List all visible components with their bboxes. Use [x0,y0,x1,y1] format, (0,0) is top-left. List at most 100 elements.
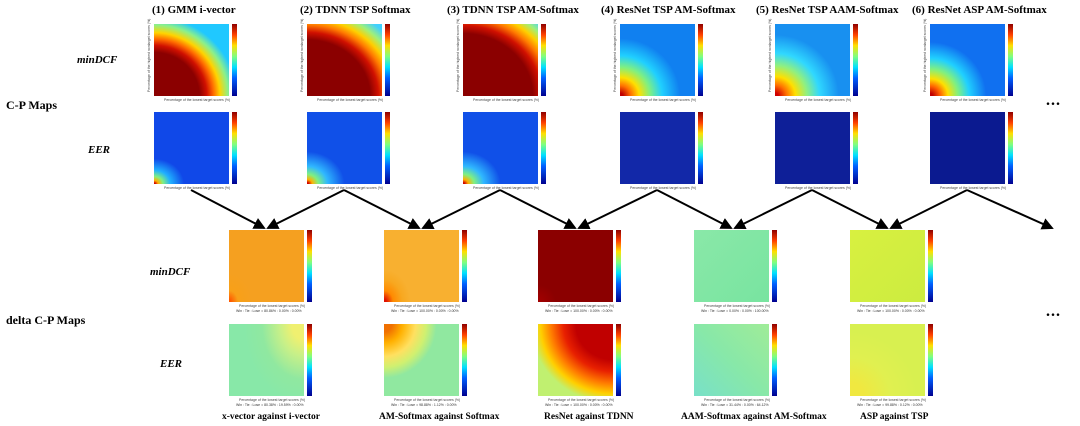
delta-caption: Win : Tie : Lose = 99.88% : 0.12% : 0.00… [857,403,923,407]
x-axis-label: Percentage of the lowest target scores (… [164,98,231,102]
delta-map-aamsoftmax-amsoftmax-eer [694,324,769,396]
x-axis-label: Percentage of the lowest target scores (… [473,186,540,190]
x-axis-label: Percentage of the lowest target scores (… [704,398,771,402]
cp-map-resnet-amsoftmax-mindcf [620,24,695,96]
arrow [733,189,813,229]
delta-caption: Win : Tie : Lose = 100.00% : 0.00% : 0.0… [391,309,459,313]
colorbar [772,230,777,302]
cp-map-tdnn-softmax-mindcf [307,24,382,96]
x-axis-label: Percentage of the lowest target scores (… [548,398,615,402]
arrow [889,189,968,229]
delta-map-amsoftmax-softmax-mindcf [384,230,459,302]
row-label-bottom-mindcf: minDCF [150,266,191,278]
x-axis-label: Percentage of the lowest target scores (… [940,98,1007,102]
cp-map-gmm-mindcf [154,24,229,96]
cp-map-resnet-asp-mindcf [930,24,1005,96]
colorbar [307,324,312,396]
delta-caption: Win : Tie : Lose = 98.88% : 1.12% : 0.00… [391,403,457,407]
arrow [190,189,266,229]
column-title-3: (3) TDNN TSP AM-Softmax [447,4,579,16]
x-axis-label: Percentage of the lowest target scores (… [394,304,461,308]
x-axis-label: Percentage of the lowest target scores (… [239,304,306,308]
arrow [266,189,345,229]
x-axis-label: Percentage of the lowest target scores (… [630,186,697,190]
colorbar [1008,112,1013,184]
colorbar [541,24,546,96]
delta-map-aamsoftmax-amsoftmax-mindcf [694,230,769,302]
colorbar [232,24,237,96]
comparison-title-3: ResNet against TDNN [544,412,634,422]
colorbar [462,230,467,302]
colorbar [853,24,858,96]
arrow [966,189,1054,230]
colorbar [541,112,546,184]
colorbar [928,230,933,302]
colorbar [698,24,703,96]
delta-caption: Win : Tie : Lose = 80.38% : 19.59% : 0.0… [236,403,304,407]
cp-map-tdnn-softmax-eer [307,112,382,184]
cp-map-resnet-amsoftmax-eer [620,112,695,184]
x-axis-label: Percentage of the lowest target scores (… [394,398,461,402]
arrow [421,189,501,229]
colorbar [462,324,467,396]
delta-caption: Win : Tie : Lose = 100.00% : 0.00% : 0.0… [857,309,925,313]
delta-caption: Win : Tie : Lose = 100.00% : 0.00% : 0.0… [545,403,613,407]
x-axis-label: Percentage of the lowest target scores (… [317,98,384,102]
column-title-2: (2) TDNN TSP Softmax [300,4,411,16]
cp-map-resnet-aamsoftmax-eer [775,112,850,184]
ellipsis-bottom: ... [1046,303,1061,320]
section-label-cp-maps: C-P Maps [6,98,57,112]
comparison-title-4: AAM-Softmax against AM-Softmax [681,412,827,422]
ellipsis-top: ... [1046,92,1061,109]
x-axis-label: Percentage of the lowest target scores (… [630,98,697,102]
x-axis-label: Percentage of the lowest target scores (… [473,98,540,102]
x-axis-label: Percentage of the lowest target scores (… [548,304,615,308]
delta-map-asp-tsp-mindcf [850,230,925,302]
colorbar [307,230,312,302]
x-axis-label: Percentage of the lowest target scores (… [940,186,1007,190]
comparison-title-5: ASP against TSP [860,412,929,422]
row-label-top-mindcf: minDCF [77,54,118,66]
column-title-6: (6) ResNet ASP AM-Softmax [912,4,1047,16]
colorbar [616,324,621,396]
delta-map-asp-tsp-eer [850,324,925,396]
delta-map-resnet-tdnn-mindcf [538,230,613,302]
delta-caption: Win : Tie : Lose = 100.00% : 0.00% : 0.0… [545,309,613,313]
cp-map-resnet-aamsoftmax-mindcf [775,24,850,96]
arrow [811,189,889,229]
delta-map-xvector-ivector-eer [229,324,304,396]
colorbar [1008,24,1013,96]
x-axis-label: Percentage of the lowest target scores (… [239,398,306,402]
colorbar [928,324,933,396]
delta-map-amsoftmax-softmax-eer [384,324,459,396]
colorbar [853,112,858,184]
cp-map-gmm-eer [154,112,229,184]
x-axis-label: Percentage of the lowest target scores (… [704,304,771,308]
colorbar [772,324,777,396]
cp-map-tdnn-amsoftmax-mindcf [463,24,538,96]
column-title-4: (4) ResNet TSP AM-Softmax [601,4,736,16]
colorbar [698,112,703,184]
colorbar [616,230,621,302]
x-axis-label: Percentage of the lowest target scores (… [785,186,852,190]
row-label-top-eer: EER [88,144,111,156]
arrow [343,189,421,229]
delta-caption: Win : Tie : Lose = 31.44% : 0.00% : 64.1… [701,403,769,407]
row-label-bottom-eer: EER [160,358,183,370]
arrow [656,189,733,229]
colorbar [385,112,390,184]
column-title-5: (5) ResNet TSP AAM-Softmax [756,4,899,16]
delta-caption: Win : Tie : Lose = 80.86% : 0.00% : 0.00… [236,309,302,313]
x-axis-label: Percentage of the lowest target scores (… [860,398,927,402]
arrow [577,189,658,230]
delta-map-xvector-ivector-mindcf [229,230,304,302]
colorbar [232,112,237,184]
column-title-1: (1) GMM i-vector [152,4,236,16]
x-axis-label: Percentage of the lowest target scores (… [785,98,852,102]
comparison-title-1: x-vector against i-vector [222,412,320,422]
x-axis-label: Percentage of the lowest target scores (… [860,304,927,308]
section-label-delta-cp-maps: delta C-P Maps [6,313,86,327]
delta-map-resnet-tdnn-eer [538,324,613,396]
cp-map-tdnn-amsoftmax-eer [463,112,538,184]
